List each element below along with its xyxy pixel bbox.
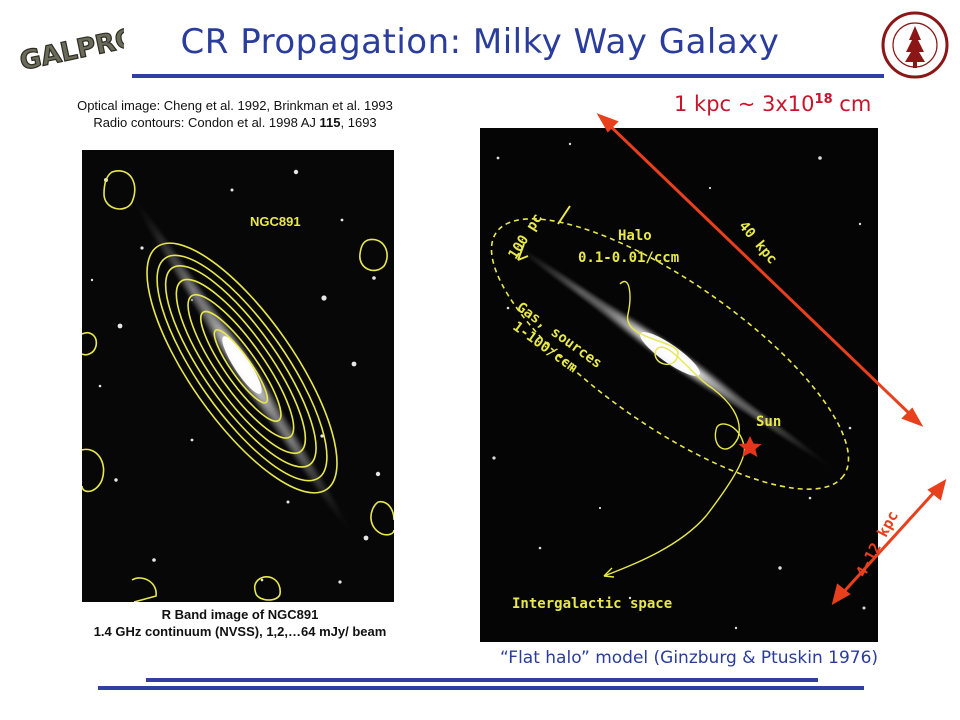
height-arrow-head-top bbox=[927, 478, 947, 501]
title-underline bbox=[132, 74, 884, 78]
credit-radio-prefix: Radio contours: Condon et al. 1998 AJ bbox=[93, 115, 320, 130]
intergalactic-label: Intergalactic space bbox=[512, 596, 672, 612]
credit-optical: Optical image: Cheng et al. 1992, Brinkm… bbox=[77, 98, 393, 113]
scale-prefix: 1 kpc ~ 3x10 bbox=[674, 92, 815, 116]
galprop-logo-text: GALPROP bbox=[17, 19, 124, 77]
ngc891-label: NGC891 bbox=[250, 214, 301, 229]
footer-rule-top bbox=[146, 678, 818, 682]
credit-radio-volume: 115 bbox=[319, 115, 341, 130]
halo-density: 0.1-0.01/ccm bbox=[578, 250, 679, 266]
halo-label: Halo bbox=[618, 228, 652, 244]
flat-halo-model-note: “Flat halo” model (Ginzburg & Ptuskin 19… bbox=[500, 648, 879, 668]
credit-radio-suffix: , 1693 bbox=[340, 115, 377, 130]
sun-label: Sun bbox=[756, 414, 781, 430]
ngc891-caption-line1: R Band image of NGC891 bbox=[161, 607, 319, 622]
credit-radio: Radio contours: Condon et al. 1998 AJ 11… bbox=[30, 114, 440, 131]
scale-suffix: cm bbox=[832, 92, 872, 116]
ngc891-caption-line2: 1.4 GHz continuum (NVSS), 1,2,…64 mJy/ b… bbox=[93, 624, 387, 639]
stanford-seal-logo bbox=[881, 11, 949, 79]
diameter-arrow-head-bottom bbox=[901, 407, 924, 427]
page-title: CR Propagation: Milky Way Galaxy bbox=[180, 22, 780, 62]
ngc891-caption: R Band image of NGC891 1.4 GHz continuum… bbox=[30, 606, 450, 640]
flat-halo-diagram: Halo 0.1-0.01/ccm Gas, sources 1-100/ccm… bbox=[480, 128, 878, 642]
ngc891-radio-image: NGC891 bbox=[82, 150, 394, 602]
galprop-logo: GALPROP bbox=[17, 18, 124, 77]
footer-rule-bottom bbox=[98, 686, 864, 690]
scale-note: 1 kpc ~ 3x1018 cm bbox=[674, 92, 871, 116]
image-credits: Optical image: Cheng et al. 1992, Brinkm… bbox=[30, 97, 440, 131]
scale-exponent: 18 bbox=[814, 92, 833, 107]
